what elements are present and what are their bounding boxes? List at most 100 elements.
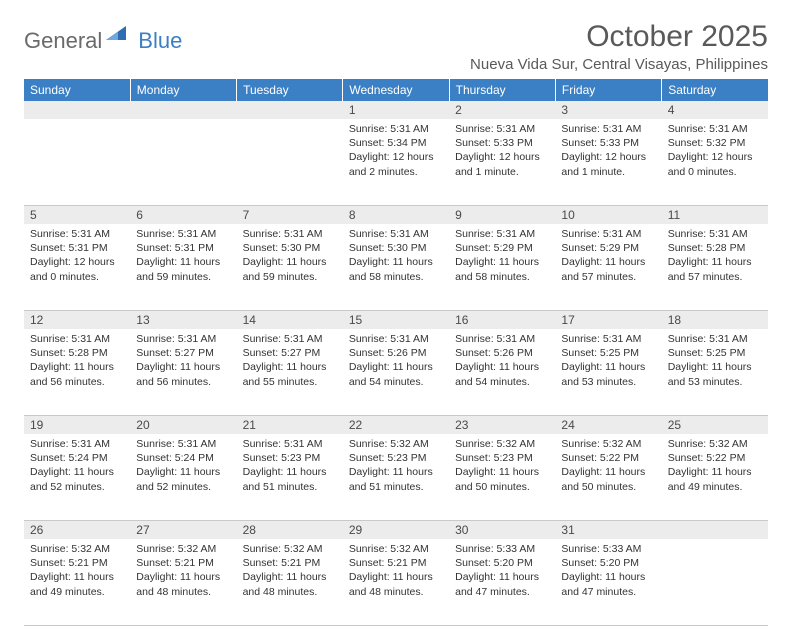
day-cell: Sunrise: 5:31 AMSunset: 5:24 PMDaylight:…: [24, 434, 130, 521]
day-number: 12: [24, 311, 130, 330]
day-number: 1: [343, 101, 449, 119]
sunrise-text: Sunrise: 5:32 AM: [136, 542, 230, 556]
daylight-text: Daylight: 12 hours and 0 minutes.: [30, 255, 124, 283]
weekday-header: Saturday: [662, 79, 768, 101]
day-number: 16: [449, 311, 555, 330]
daynum-row: 262728293031: [24, 521, 768, 540]
day-number: 26: [24, 521, 130, 540]
sunset-text: Sunset: 5:27 PM: [243, 346, 337, 360]
sunset-text: Sunset: 5:34 PM: [349, 136, 443, 150]
sunset-text: Sunset: 5:23 PM: [349, 451, 443, 465]
daynum-row: 1234: [24, 101, 768, 119]
sunrise-text: Sunrise: 5:31 AM: [136, 332, 230, 346]
sunset-text: Sunset: 5:26 PM: [455, 346, 549, 360]
week-row: Sunrise: 5:31 AMSunset: 5:31 PMDaylight:…: [24, 224, 768, 311]
sunset-text: Sunset: 5:29 PM: [561, 241, 655, 255]
day-cell: Sunrise: 5:31 AMSunset: 5:30 PMDaylight:…: [237, 224, 343, 311]
daylight-text: Daylight: 11 hours and 49 minutes.: [30, 570, 124, 598]
day-cell: [662, 539, 768, 626]
sunrise-text: Sunrise: 5:31 AM: [136, 437, 230, 451]
sunrise-text: Sunrise: 5:31 AM: [243, 227, 337, 241]
sunrise-text: Sunrise: 5:31 AM: [668, 227, 762, 241]
day-number: 13: [130, 311, 236, 330]
sunset-text: Sunset: 5:25 PM: [561, 346, 655, 360]
day-cell: Sunrise: 5:32 AMSunset: 5:21 PMDaylight:…: [130, 539, 236, 626]
sunrise-text: Sunrise: 5:31 AM: [243, 332, 337, 346]
day-number: 25: [662, 416, 768, 435]
sunset-text: Sunset: 5:29 PM: [455, 241, 549, 255]
sunset-text: Sunset: 5:20 PM: [561, 556, 655, 570]
weekday-header: Monday: [130, 79, 236, 101]
day-cell: Sunrise: 5:32 AMSunset: 5:23 PMDaylight:…: [449, 434, 555, 521]
sunrise-text: Sunrise: 5:31 AM: [668, 122, 762, 136]
day-cell: Sunrise: 5:33 AMSunset: 5:20 PMDaylight:…: [555, 539, 661, 626]
day-number: 28: [237, 521, 343, 540]
sunrise-text: Sunrise: 5:31 AM: [455, 227, 549, 241]
sunset-text: Sunset: 5:32 PM: [668, 136, 762, 150]
day-cell: Sunrise: 5:32 AMSunset: 5:22 PMDaylight:…: [555, 434, 661, 521]
month-title: October 2025: [470, 20, 768, 54]
day-cell: Sunrise: 5:31 AMSunset: 5:25 PMDaylight:…: [662, 329, 768, 416]
day-cell: Sunrise: 5:31 AMSunset: 5:33 PMDaylight:…: [555, 119, 661, 206]
day-number: 7: [237, 206, 343, 225]
day-cell: Sunrise: 5:31 AMSunset: 5:32 PMDaylight:…: [662, 119, 768, 206]
sunrise-text: Sunrise: 5:31 AM: [349, 227, 443, 241]
daylight-text: Daylight: 11 hours and 54 minutes.: [349, 360, 443, 388]
day-cell: Sunrise: 5:31 AMSunset: 5:24 PMDaylight:…: [130, 434, 236, 521]
daylight-text: Daylight: 11 hours and 48 minutes.: [349, 570, 443, 598]
day-number: 2: [449, 101, 555, 119]
day-cell: Sunrise: 5:32 AMSunset: 5:23 PMDaylight:…: [343, 434, 449, 521]
week-row: Sunrise: 5:31 AM Sunset: 5:34 PM Daylight:…: [24, 119, 768, 206]
week-row: Sunrise: 5:31 AMSunset: 5:24 PMDaylight:…: [24, 434, 768, 521]
day-cell: Sunrise: 5:31 AMSunset: 5:25 PMDaylight:…: [555, 329, 661, 416]
weekday-header: Thursday: [449, 79, 555, 101]
logo: General Blue: [24, 26, 182, 55]
day-cell: Sunrise: 5:31 AMSunset: 5:31 PMDaylight:…: [24, 224, 130, 311]
day-cell: Sunrise: 5:31 AMSunset: 5:26 PMDaylight:…: [343, 329, 449, 416]
sunrise-text: Sunrise: 5:31 AM: [30, 227, 124, 241]
daylight-text: Daylight: 11 hours and 48 minutes.: [243, 570, 337, 598]
day-cell: Sunrise: 5:31 AMSunset: 5:29 PMDaylight:…: [449, 224, 555, 311]
sunset-text: Sunset: 5:25 PM: [668, 346, 762, 360]
daylight-text: Daylight: 11 hours and 47 minutes.: [561, 570, 655, 598]
day-number: 6: [130, 206, 236, 225]
daylight-text: Daylight: 11 hours and 53 minutes.: [668, 360, 762, 388]
daylight-text: Daylight: 11 hours and 52 minutes.: [136, 465, 230, 493]
sunrise-text: Sunrise: 5:33 AM: [561, 542, 655, 556]
day-number: 29: [343, 521, 449, 540]
sunrise-text: Sunrise: 5:31 AM: [243, 437, 337, 451]
sunrise-text: Sunrise: 5:31 AM: [349, 332, 443, 346]
day-number: 5: [24, 206, 130, 225]
day-cell: [237, 119, 343, 206]
day-number: 15: [343, 311, 449, 330]
sunset-text: Sunset: 5:30 PM: [243, 241, 337, 255]
sunrise-text: Sunrise: 5:31 AM: [30, 437, 124, 451]
sunrise-text: Sunrise: 5:32 AM: [349, 542, 443, 556]
sunset-text: Sunset: 5:30 PM: [349, 241, 443, 255]
sunrise-text: Sunrise: 5:32 AM: [561, 437, 655, 451]
sunrise-text: Sunrise: 5:31 AM: [668, 332, 762, 346]
weekday-header: Sunday: [24, 79, 130, 101]
day-cell: Sunrise: 5:33 AMSunset: 5:20 PMDaylight:…: [449, 539, 555, 626]
daylight-text: Daylight: 11 hours and 59 minutes.: [136, 255, 230, 283]
daylight-text: Daylight: 12 hours and 1 minute.: [561, 150, 655, 178]
day-number: 17: [555, 311, 661, 330]
day-number: [662, 521, 768, 540]
day-number: 24: [555, 416, 661, 435]
sunrise-text: Sunrise: 5:31 AM: [455, 332, 549, 346]
daylight-text: Daylight: 12 hours and 1 minute.: [455, 150, 549, 178]
sunset-text: Sunset: 5:27 PM: [136, 346, 230, 360]
sunrise-text: Sunrise: 5:32 AM: [30, 542, 124, 556]
daylight-text: Daylight: 11 hours and 50 minutes.: [561, 465, 655, 493]
day-number: 9: [449, 206, 555, 225]
sunset-text: Sunset: 5:22 PM: [668, 451, 762, 465]
sunset-text: Sunset: 5:24 PM: [136, 451, 230, 465]
day-number: 11: [662, 206, 768, 225]
daynum-row: 567891011: [24, 206, 768, 225]
daylight-text: Daylight: 11 hours and 57 minutes.: [561, 255, 655, 283]
sunset-text: Sunset: 5:21 PM: [136, 556, 230, 570]
sunset-text: Sunset: 5:28 PM: [30, 346, 124, 360]
sunrise-text: Sunrise: 5:31 AM: [136, 227, 230, 241]
weekday-header: Friday: [555, 79, 661, 101]
day-cell: [24, 119, 130, 206]
